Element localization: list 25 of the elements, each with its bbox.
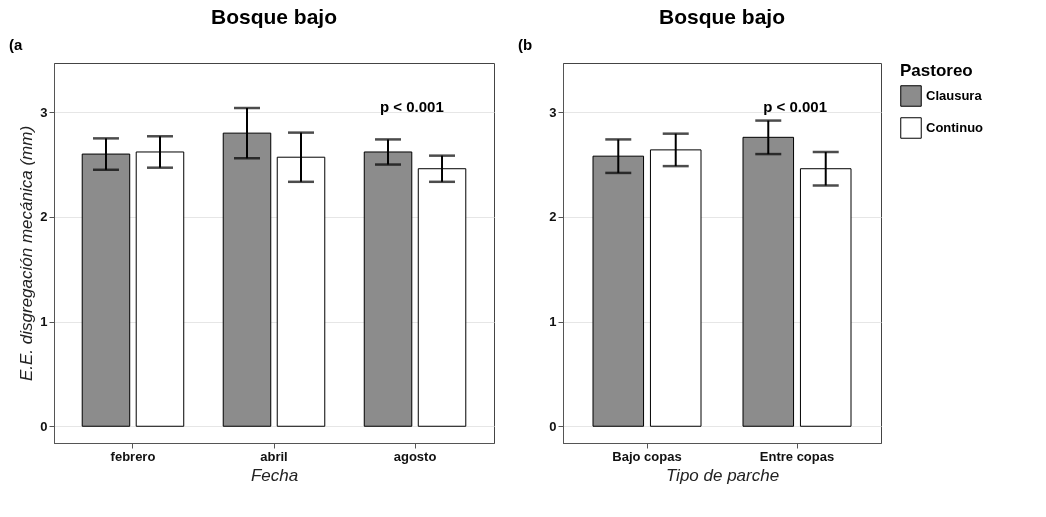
- y-tick-label: 3: [549, 104, 557, 120]
- text: (b: [518, 36, 533, 53]
- x-tick-label: abril: [260, 448, 288, 464]
- legend-label: Clausura: [926, 88, 983, 103]
- legend-label: Continuo: [926, 120, 984, 135]
- y-tick-label: 1: [40, 314, 48, 330]
- y-tick-label: 0: [549, 418, 557, 434]
- y-tick-label: 2: [549, 209, 557, 225]
- x-tick-label: Bajo copas: [612, 448, 682, 464]
- x-tick-label: febrero: [110, 448, 156, 464]
- chart-title: Bosque bajo: [210, 5, 338, 28]
- chart-title: Bosque bajo: [658, 5, 786, 28]
- legend-title: Pastoreo: [900, 61, 973, 80]
- y-tick-label: 2: [40, 209, 48, 225]
- y-tick-label: 3: [40, 104, 48, 120]
- annotation: p < 0.001: [379, 98, 444, 115]
- y-tick-label: 0: [40, 418, 48, 434]
- annotation: p < 0.001: [763, 98, 828, 115]
- x-tick-label: agosto: [393, 448, 437, 464]
- y-tick-label: 1: [549, 314, 557, 330]
- x-axis-title: Fecha: [250, 465, 299, 485]
- x-axis-title: Tipo de parche: [665, 465, 780, 485]
- y-axis-title: E.E. disgregación mecánica (mm): [17, 125, 37, 382]
- text: (a: [9, 36, 23, 53]
- x-tick-label: Entre copas: [759, 448, 835, 464]
